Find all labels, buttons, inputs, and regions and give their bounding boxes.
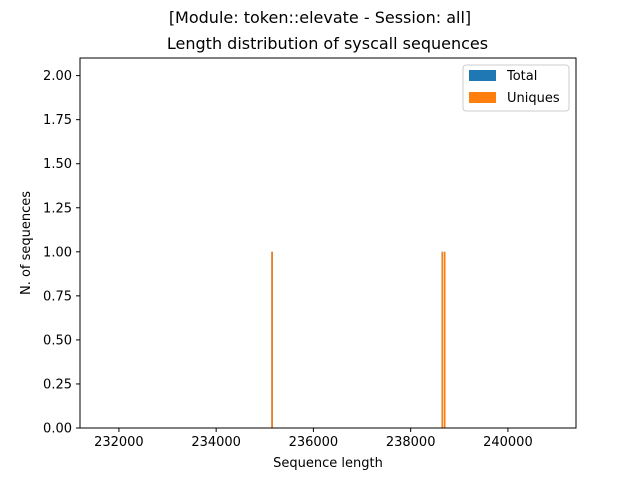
x-tick-label: 240000 (483, 435, 533, 450)
y-tick-label: 1.00 (43, 245, 72, 260)
x-axis-ticks: 232000 234000 236000 238000 240000 (94, 428, 533, 450)
x-tick-label: 238000 (386, 435, 436, 450)
chart-title: Length distribution of syscall sequences (167, 34, 488, 53)
x-axis-label: Sequence length (273, 456, 383, 471)
y-axis-label: N. of sequences (19, 191, 34, 295)
y-tick-label: 0.00 (43, 422, 72, 437)
legend: Total Uniques (462, 64, 570, 112)
chart-suptitle: [Module: token::elevate - Session: all] (169, 8, 471, 27)
x-tick-label: 232000 (94, 435, 144, 450)
bars-layer (271, 251, 446, 428)
y-tick-label: 1.25 (43, 201, 72, 216)
x-tick-label: 234000 (191, 435, 241, 450)
y-tick-label: 1.75 (43, 113, 72, 128)
legend-swatch-total (469, 70, 496, 81)
legend-label-uniques: Uniques (507, 91, 560, 106)
y-tick-label: 0.25 (43, 377, 72, 392)
y-tick-label: 1.50 (43, 157, 72, 172)
x-tick-label: 236000 (289, 435, 339, 450)
bar-uniques-2 (443, 251, 446, 428)
legend-swatch-uniques (469, 92, 496, 103)
bar-uniques-1 (441, 251, 444, 428)
bar-uniques-0 (271, 251, 273, 428)
y-tick-label: 0.50 (43, 333, 72, 348)
y-tick-label: 2.00 (43, 69, 72, 84)
plot-area-frame (79, 57, 577, 429)
legend-label-total: Total (506, 69, 537, 84)
y-tick-label: 0.75 (43, 289, 72, 304)
y-axis-ticks: 0.00 0.25 0.50 0.75 1.00 1.25 1.50 1.75 2.00 (43, 69, 80, 437)
